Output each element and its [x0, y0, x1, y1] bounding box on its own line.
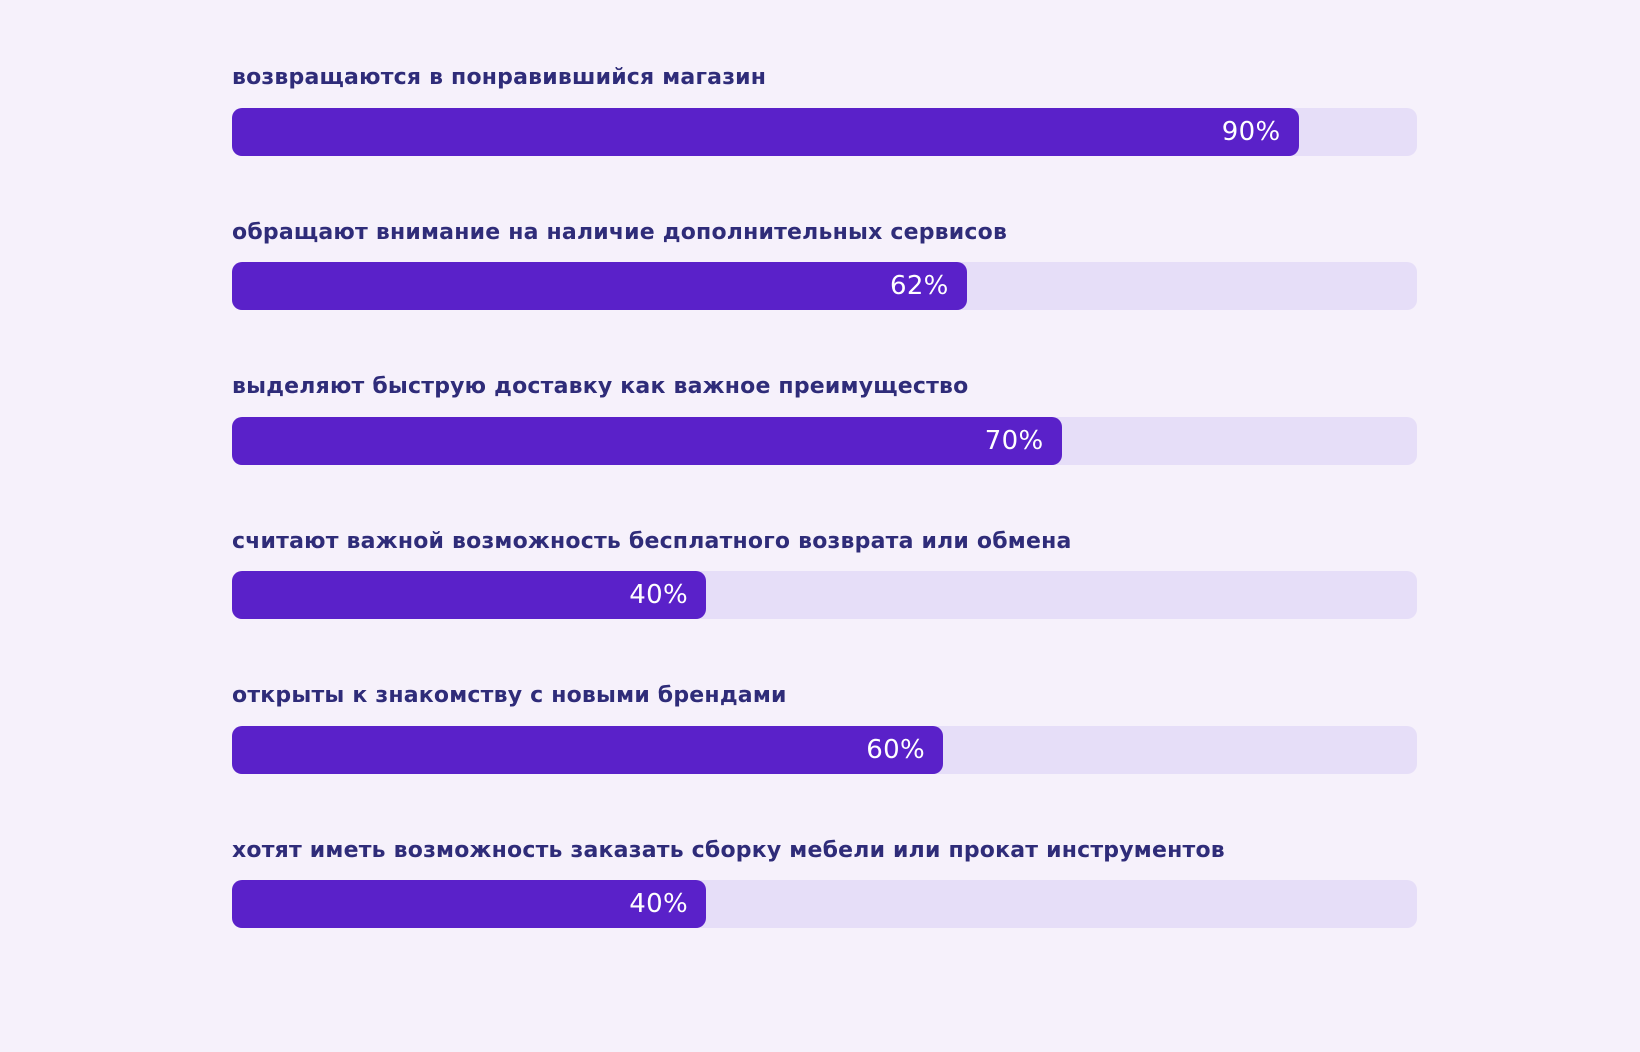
- bar-track: 60%: [232, 725, 1417, 774]
- bar-label: хотят иметь возможность заказать сборку …: [232, 837, 1225, 863]
- bar-track: 62%: [232, 262, 1417, 310]
- bar-track: 40%: [232, 880, 1417, 928]
- bar-value: 90%: [1221, 116, 1281, 147]
- bar-label: обращают внимание на наличие дополнитель…: [232, 219, 1008, 245]
- bar-row: хотят иметь возможность заказать сборку …: [232, 837, 1417, 928]
- bar-track: 90%: [232, 107, 1417, 156]
- bar-row: возвращаются в понравившийся магазин 90%: [232, 64, 1417, 156]
- bar-row: обращают внимание на наличие дополнитель…: [232, 219, 1417, 310]
- bar-fill: 90%: [232, 107, 1299, 156]
- bar-value: 60%: [866, 734, 925, 765]
- bar-fill: 60%: [232, 725, 943, 774]
- bar-fill: 40%: [232, 880, 706, 928]
- bar-label: выделяют быструю доставку как важное пре…: [232, 374, 969, 399]
- bar-label: возвращаются в понравившийся магазин: [232, 65, 767, 90]
- bar-track: 40%: [232, 571, 1417, 619]
- bar-value: 62%: [889, 271, 949, 301]
- bar-value: 70%: [984, 425, 1044, 456]
- bar-value: 40%: [629, 889, 688, 919]
- bar-label: считают важной возможность бесплатного в…: [232, 528, 1072, 554]
- bar-fill: 70%: [232, 416, 1062, 465]
- bar-label: открыты к знакомству с новыми брендами: [232, 683, 787, 708]
- bar-fill: 62%: [232, 262, 967, 310]
- bar-row: открыты к знакомству с новыми брендами 6…: [232, 682, 1417, 774]
- bar-row: выделяют быструю доставку как важное пре…: [232, 373, 1417, 465]
- bar-value: 40%: [629, 580, 688, 610]
- bar-fill: 40%: [232, 571, 706, 619]
- bar-chart: возвращаются в понравившийся магазин 90%…: [232, 64, 1417, 928]
- bar-track: 70%: [232, 416, 1417, 465]
- bar-row: считают важной возможность бесплатного в…: [232, 528, 1417, 619]
